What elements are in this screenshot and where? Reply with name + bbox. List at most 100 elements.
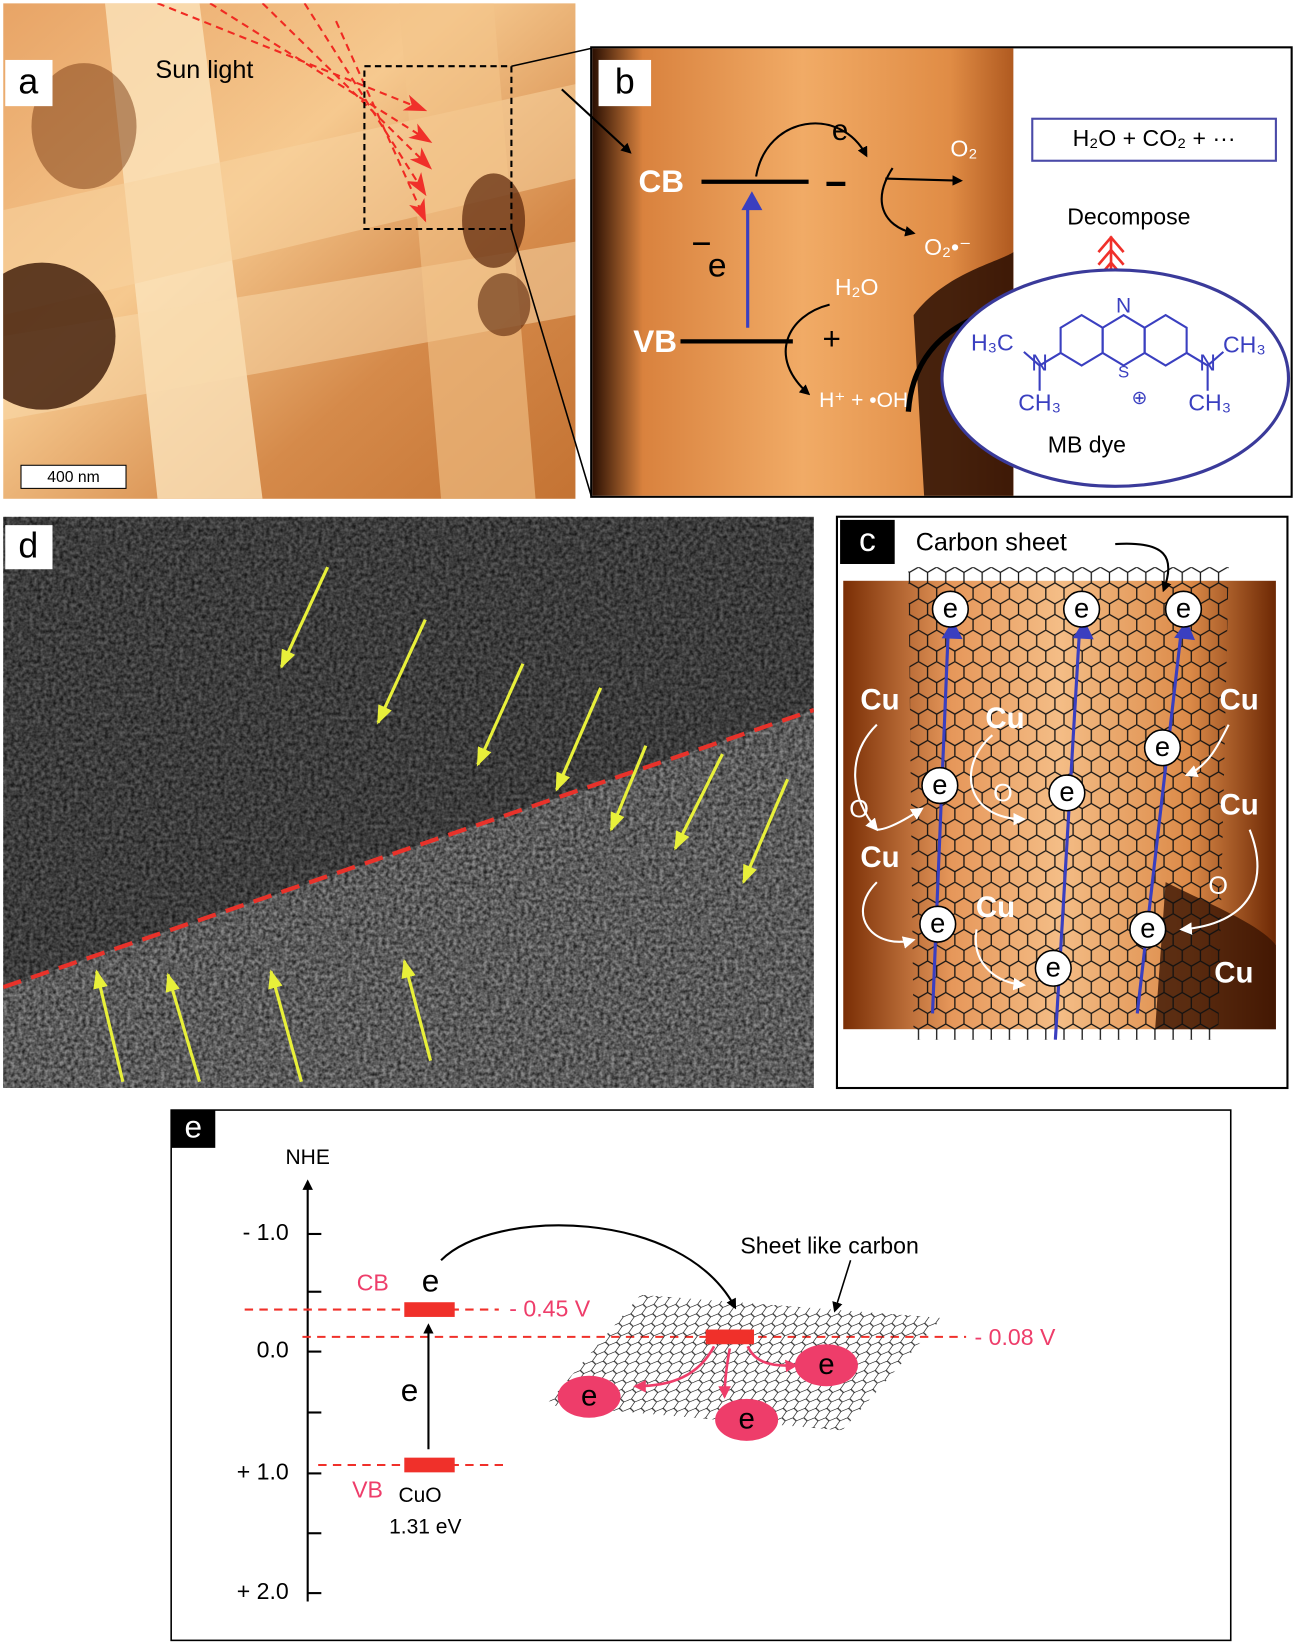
- panel-d: d: [3, 516, 814, 1089]
- electron-label: e: [581, 1380, 597, 1413]
- transfer-arrow: [969, 734, 1026, 826]
- sheet-label: Sheet like carbon: [740, 1233, 918, 1259]
- charge-labels: Cu Cu Cu Cu Cu Cu Cu O O Oe e e e e e e e e: [849, 590, 1259, 991]
- vb-bar: [404, 1457, 455, 1473]
- tick-label: + 2.0: [237, 1578, 289, 1604]
- atom: CH₃: [1018, 389, 1061, 415]
- electron-label: e: [832, 114, 848, 147]
- lattice-arrow: [376, 618, 427, 725]
- arrow: [746, 1345, 799, 1373]
- zoom-line: [510, 228, 592, 496]
- atom: H₃C: [971, 330, 1014, 356]
- tick-label: - 1.0: [243, 1219, 289, 1245]
- panel-label-bg: [5, 525, 53, 570]
- lattice-arrow: [742, 778, 790, 885]
- ray: [335, 20, 427, 223]
- transfer-arrow: [755, 122, 868, 177]
- arrow: [718, 1348, 732, 1399]
- transfer-arrow: [861, 881, 916, 949]
- panel-label: c: [859, 522, 876, 559]
- copper-label: Cu: [985, 702, 1024, 735]
- ray: [157, 3, 428, 112]
- tick-labels: - 1.0 0.0 + 1.0 + 2.0: [237, 1219, 289, 1604]
- atom: N: [1116, 294, 1131, 317]
- electron-label: e: [708, 248, 727, 285]
- axis-ticks: [307, 1232, 322, 1595]
- electron-label: e: [1176, 592, 1191, 623]
- arrow: [1115, 542, 1172, 593]
- electron: [1034, 949, 1072, 987]
- oxygen-label: O: [993, 780, 1013, 808]
- panel-a: a Sun light 400 nm: [3, 3, 576, 499]
- band-gap-label: 1.31 eV: [389, 1516, 461, 1539]
- lattice-arrows: [93, 566, 790, 1083]
- ray: [209, 3, 433, 143]
- electron-label: e: [422, 1263, 440, 1299]
- panel-label: b: [615, 62, 635, 102]
- transfer-arrow: [876, 807, 924, 831]
- panel-e: e NHE - 1.0 0.0 + 1.0 + 2.0 CB VB e e - …: [170, 1108, 1232, 1642]
- products-label: H₂O + CO₂ + ···: [1073, 125, 1236, 151]
- hole-label: +: [822, 321, 840, 357]
- dark-region: [462, 173, 526, 268]
- sheet-level: [705, 1329, 754, 1345]
- ray: [261, 3, 433, 170]
- copper-label: Cu: [1220, 788, 1259, 821]
- electron-label: e: [818, 1348, 834, 1381]
- electron: [921, 766, 959, 805]
- electron: [715, 1398, 779, 1441]
- lattice-arrow: [401, 958, 433, 1062]
- dye-ellipse: [940, 268, 1291, 488]
- panel-label: d: [18, 526, 38, 566]
- electron-path: [1135, 620, 1196, 1014]
- copper-label: Cu: [1214, 956, 1253, 989]
- panel-label-bg: [840, 519, 895, 564]
- electron: [1048, 774, 1086, 812]
- bonds: [1023, 351, 1225, 391]
- dark-region: [477, 273, 531, 337]
- lattice-arrow: [555, 687, 603, 792]
- lattice-arrow: [280, 566, 330, 669]
- sunlight-rays: [157, 3, 433, 223]
- decompose-label: Decompose: [1067, 204, 1190, 230]
- electron-label: e: [932, 769, 947, 800]
- spread-arrows: [633, 1345, 799, 1399]
- electron: [557, 1375, 621, 1418]
- oxygen-label: O: [1208, 872, 1228, 900]
- sunlight-label: Sun light: [155, 56, 253, 84]
- dark-region: [3, 262, 116, 410]
- panel-c: c Carbon sheet Cu Cu Cu Cu Cu Cu Cu O O Oe e e e e e e e…: [835, 515, 1289, 1090]
- atom: CH₃: [1223, 332, 1266, 358]
- scale-bar-label: 400 nm: [47, 469, 100, 486]
- scale-bar: [20, 464, 127, 489]
- electron-label: e: [738, 1403, 754, 1436]
- arrow: [832, 1259, 852, 1313]
- oxygen-label: O: [849, 795, 869, 823]
- electron: [919, 905, 957, 943]
- atom: N: [1199, 350, 1216, 376]
- panel-b: b CB VB + e e O₂ O₂•⁻ H₂O H⁺ + •OH H₂O +…: [561, 46, 1293, 498]
- molecule: [1023, 313, 1225, 391]
- zoom-box: [363, 65, 513, 231]
- dark-region: [31, 63, 137, 190]
- atom: S: [1118, 362, 1129, 381]
- nanobelt: [399, 3, 536, 499]
- panel-label: a: [18, 62, 38, 102]
- arrow: [633, 1345, 716, 1393]
- transfer-arrow: [854, 723, 879, 832]
- electron-label: e: [1140, 913, 1155, 944]
- vb-label: VB: [633, 323, 677, 359]
- electron: [794, 1344, 858, 1387]
- products-box: [1031, 117, 1277, 162]
- tick-label: 0.0: [257, 1337, 289, 1363]
- transfer-arrow: [974, 929, 1026, 991]
- lattice-arrow: [476, 663, 525, 767]
- lattice-arrow: [673, 753, 724, 851]
- charge: ⊕: [1131, 388, 1147, 409]
- atom: CH₃: [1188, 389, 1231, 415]
- interface-line: [3, 707, 814, 990]
- potential-label: - 0.45 V: [509, 1296, 590, 1322]
- electron: [1164, 590, 1203, 628]
- panel-label-bg: [598, 59, 652, 107]
